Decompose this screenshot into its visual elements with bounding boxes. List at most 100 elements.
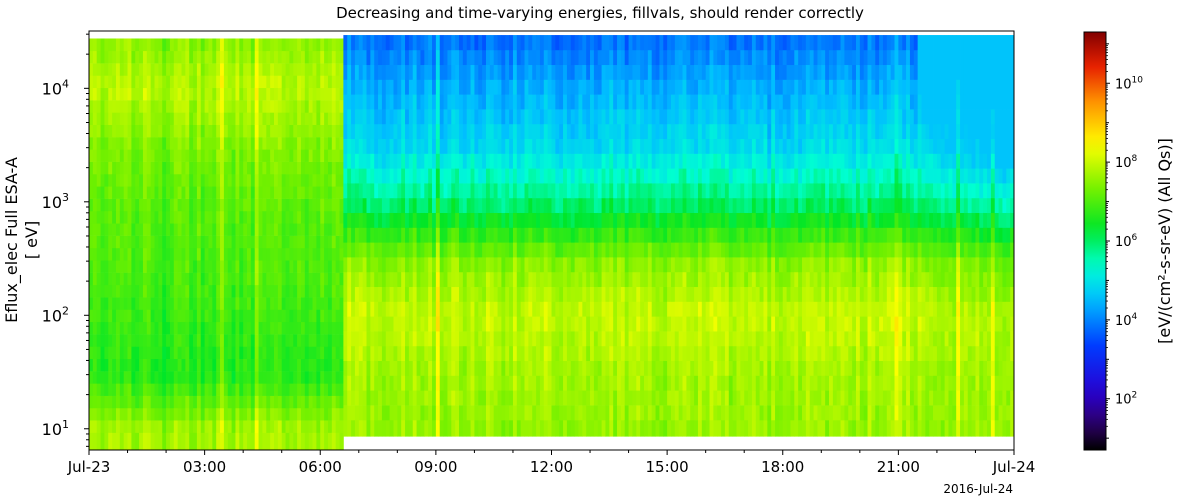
heatmap-cell xyxy=(104,432,109,450)
heatmap-cell xyxy=(108,272,113,286)
heatmap-cell xyxy=(300,124,306,138)
heatmap-cell xyxy=(297,420,302,433)
heatmap-cell xyxy=(597,345,602,362)
heatmap-cell xyxy=(216,149,221,162)
heatmap-cell xyxy=(512,35,518,51)
heatmap-cell xyxy=(208,112,213,125)
heatmap-cell xyxy=(539,405,545,421)
heatmap-cell xyxy=(235,309,240,323)
heatmap-cell xyxy=(721,183,726,199)
heatmap-cell xyxy=(366,242,371,258)
heatmap-cell xyxy=(740,94,745,110)
heatmap-cell xyxy=(728,138,734,154)
heatmap-cell xyxy=(370,109,375,125)
heatmap-cell xyxy=(393,64,398,80)
heatmap-cell xyxy=(563,390,568,406)
heatmap-cell xyxy=(112,149,117,162)
heatmap-cell xyxy=(89,346,94,359)
heatmap-cell xyxy=(378,375,383,391)
heatmap-cell xyxy=(416,64,421,80)
heatmap-cell xyxy=(162,346,167,359)
heatmap-cell xyxy=(655,316,660,332)
heatmap-cell xyxy=(670,331,676,347)
heatmap-cell xyxy=(362,419,367,437)
heatmap-cell xyxy=(659,153,664,169)
heatmap-cell xyxy=(470,316,475,332)
heatmap-cell xyxy=(478,109,483,125)
heatmap-cell xyxy=(516,360,522,376)
heatmap-cell xyxy=(166,75,171,89)
heatmap-cell xyxy=(166,38,171,52)
heatmap-cell xyxy=(289,272,294,286)
heatmap-cell xyxy=(416,301,421,317)
heatmap-cell xyxy=(536,405,541,421)
heatmap-cell xyxy=(374,331,379,347)
heatmap-cell xyxy=(405,390,410,406)
heatmap-cell xyxy=(139,321,144,335)
heatmap-cell xyxy=(239,112,244,125)
heatmap-cell xyxy=(339,358,344,372)
heatmap-cell xyxy=(169,272,175,286)
heatmap-cell xyxy=(432,109,437,125)
heatmap-cell xyxy=(601,197,606,214)
heatmap-cell xyxy=(420,197,425,214)
heatmap-cell xyxy=(582,419,587,437)
heatmap-cell xyxy=(389,242,394,258)
heatmap-cell xyxy=(173,420,179,433)
heatmap-cell xyxy=(401,301,406,317)
heatmap-cell xyxy=(381,375,387,391)
heatmap-cell xyxy=(177,432,182,450)
heatmap-cell xyxy=(393,227,398,243)
heatmap-cell xyxy=(555,49,560,66)
heatmap-cell xyxy=(354,345,360,362)
heatmap-cell xyxy=(620,138,626,154)
heatmap-cell xyxy=(701,212,707,228)
heatmap-cell xyxy=(393,405,398,421)
heatmap-cell xyxy=(428,331,433,347)
heatmap-cell xyxy=(297,358,302,372)
heatmap-cell xyxy=(100,297,105,310)
heatmap-cell xyxy=(231,297,236,310)
heatmap-cell xyxy=(536,197,541,214)
heatmap-cell xyxy=(667,123,672,140)
heatmap-cell xyxy=(193,358,198,372)
heatmap-cell xyxy=(254,87,259,101)
heatmap-cell xyxy=(335,247,340,261)
heatmap-cell xyxy=(651,242,656,258)
heatmap-cell xyxy=(270,297,275,310)
heatmap-cell xyxy=(250,198,256,212)
heatmap-cell xyxy=(543,109,549,125)
heatmap-cell xyxy=(243,174,248,187)
heatmap-cell xyxy=(520,286,525,302)
heatmap-cell xyxy=(354,212,360,228)
heatmap-cell xyxy=(520,94,525,110)
heatmap-cell xyxy=(304,186,310,199)
heatmap-cell xyxy=(690,419,695,437)
heatmap-cell xyxy=(312,346,317,359)
heatmap-cell xyxy=(644,360,649,376)
heatmap-cell xyxy=(505,183,510,199)
heatmap-cell xyxy=(443,257,448,273)
heatmap-cell xyxy=(547,138,552,154)
heatmap-cell xyxy=(405,360,410,376)
heatmap-cell xyxy=(169,100,175,113)
heatmap-cell xyxy=(563,375,568,391)
heatmap-cell xyxy=(146,297,152,310)
heatmap-cell xyxy=(258,137,263,150)
heatmap-cell xyxy=(578,405,583,421)
heatmap-cell xyxy=(647,419,653,437)
heatmap-cell xyxy=(135,420,140,433)
heatmap-cell xyxy=(563,242,568,258)
heatmap-cell xyxy=(640,405,645,421)
heatmap-cell xyxy=(139,247,144,261)
heatmap-cell xyxy=(243,272,248,286)
heatmap-cell xyxy=(563,64,568,80)
heatmap-cell xyxy=(543,390,549,406)
heatmap-cell xyxy=(89,210,94,224)
heatmap-cell xyxy=(717,375,722,391)
heatmap-cell xyxy=(281,198,286,212)
heatmap-cell xyxy=(459,331,464,347)
heatmap-cell xyxy=(127,346,132,359)
heatmap-cell xyxy=(308,161,313,175)
heatmap-cell xyxy=(92,395,98,409)
